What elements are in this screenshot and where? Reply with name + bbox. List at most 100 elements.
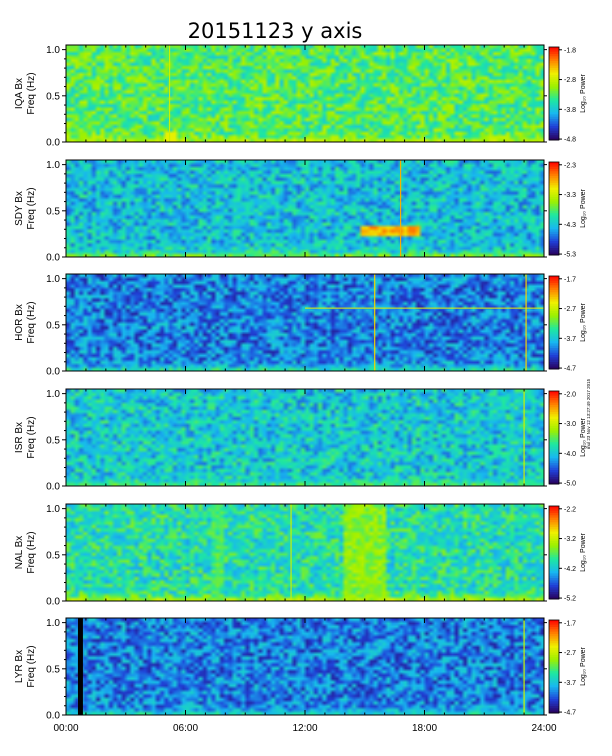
colorbar-segment — [549, 178, 559, 182]
colorbar-segment — [549, 126, 559, 129]
colorbar-segment — [549, 701, 559, 705]
spectrogram-image — [66, 504, 544, 601]
colorbar-segment — [549, 234, 559, 237]
colorbar-segment — [549, 164, 559, 168]
y-tick-label: 0.0 — [46, 138, 60, 149]
colorbar-segment — [549, 93, 559, 97]
colorbar-segment — [549, 650, 559, 654]
colorbar-segment — [549, 171, 559, 175]
colorbar-segment — [549, 435, 559, 438]
freq-axis-label: Freq (Hz) — [26, 72, 37, 114]
colorbar-segment — [549, 306, 559, 310]
colorbar-segment — [549, 65, 559, 69]
colorbar-segment — [549, 568, 559, 572]
colorbar-segment — [549, 47, 559, 50]
colorbar-segment — [549, 675, 559, 679]
colorbar-segment — [549, 425, 559, 429]
colorbar-segment — [549, 359, 559, 363]
colorbar-segment — [549, 540, 559, 544]
colorbar-segment — [549, 692, 559, 695]
colorbar-segment — [549, 694, 559, 698]
colorbar-segment — [549, 446, 559, 450]
colorbar-segment — [549, 624, 559, 628]
colorbar-segment — [549, 467, 559, 471]
colorbar-segment — [549, 463, 559, 466]
x-tick-label: 24:00 — [531, 723, 556, 734]
colorbar-segment — [549, 659, 559, 663]
colorbar-segment — [549, 217, 559, 221]
freq-axis-label: Freq (Hz) — [26, 531, 37, 573]
colorbar-segment — [549, 107, 559, 111]
colorbar-segment — [549, 162, 559, 165]
colorbar-label: Log₁₀ Power — [580, 532, 587, 571]
colorbar-segment — [549, 222, 559, 226]
colorbar-segment — [549, 703, 559, 707]
colorbar-segment — [549, 357, 559, 361]
x-tick-label: 18:00 — [412, 723, 437, 734]
colorbar-segment — [549, 123, 559, 127]
colorbar-tick-label: -2.0 — [564, 391, 576, 398]
y-tick-label: 0.5 — [46, 664, 60, 675]
panel-hor: 0.0 0.5 1.0 HOR Bx Freq (Hz) -1.7 -2.7 -3.7 -4.7… — [14, 273, 587, 378]
colorbar-segment — [549, 77, 559, 81]
colorbar-segment — [549, 622, 559, 626]
colorbar-segment — [549, 531, 559, 535]
colorbar-segment — [549, 231, 559, 235]
colorbar-segment — [549, 79, 559, 83]
y-tick-label: 0.5 — [46, 91, 60, 102]
station-label: HOR Bx — [14, 304, 25, 341]
colorbar-segment — [549, 671, 559, 674]
colorbar-segment — [549, 552, 559, 556]
colorbar-segment — [549, 289, 559, 293]
colorbar-segment — [549, 437, 559, 441]
colorbar-segment — [549, 175, 559, 179]
freq-axis-label: Freq (Hz) — [26, 301, 37, 343]
colorbar-segment — [549, 524, 559, 528]
freq-axis-label: Freq (Hz) — [26, 187, 37, 229]
colorbar-segment — [549, 51, 559, 55]
station-label: LYR Bx — [14, 650, 25, 683]
colorbar-tick-label: -4.0 — [564, 451, 576, 458]
colorbar-segment — [549, 409, 559, 413]
station-label: SDY Bx — [14, 191, 25, 226]
colorbar-segment — [549, 98, 559, 101]
colorbar-tick-label: -3.8 — [564, 107, 576, 114]
colorbar-label: Log₁₀ Power — [580, 73, 587, 112]
colorbar-segment — [549, 430, 559, 434]
colorbar-segment — [549, 238, 559, 242]
colorbar-segment — [549, 329, 559, 333]
y-tick-label: 1.0 — [46, 504, 60, 515]
colorbar-segment — [549, 201, 559, 205]
y-tick-label: 0.0 — [46, 482, 60, 493]
colorbar-segment — [549, 338, 559, 342]
colorbar-segment — [549, 517, 559, 521]
colorbar-tick-label: -3.0 — [564, 421, 576, 428]
colorbar-segment — [549, 95, 559, 99]
freq-axis-label: Freq (Hz) — [26, 645, 37, 687]
colorbar-segment — [549, 391, 559, 394]
colorbar-segment — [549, 647, 559, 651]
colorbar-segment — [549, 564, 559, 567]
colorbar-segment — [549, 189, 559, 193]
colorbar-segment — [549, 196, 559, 200]
colorbar-segment — [549, 299, 559, 303]
colorbar-segment — [549, 689, 559, 693]
colorbar-segment — [549, 580, 559, 584]
colorbar-segment — [549, 477, 559, 480]
colorbar-segment — [549, 395, 559, 399]
colorbar-segment — [549, 192, 559, 196]
spectrogram-image — [66, 160, 544, 257]
colorbar-segment — [549, 215, 559, 219]
colorbar-segment — [549, 213, 559, 216]
colorbar-segment — [549, 474, 559, 478]
colorbar-tick-label: -4.2 — [564, 566, 576, 573]
colorbar-segment — [549, 224, 559, 228]
colorbar-segment — [549, 320, 559, 323]
colorbar-segment — [549, 620, 559, 623]
colorbar-tick-label: -2.7 — [564, 306, 576, 313]
colorbar-segment — [549, 341, 559, 344]
colorbar-segment — [549, 640, 559, 644]
colorbar-segment — [549, 322, 559, 326]
colorbar-segment — [549, 582, 559, 586]
colorbar-tick-label: -3.7 — [564, 336, 576, 343]
